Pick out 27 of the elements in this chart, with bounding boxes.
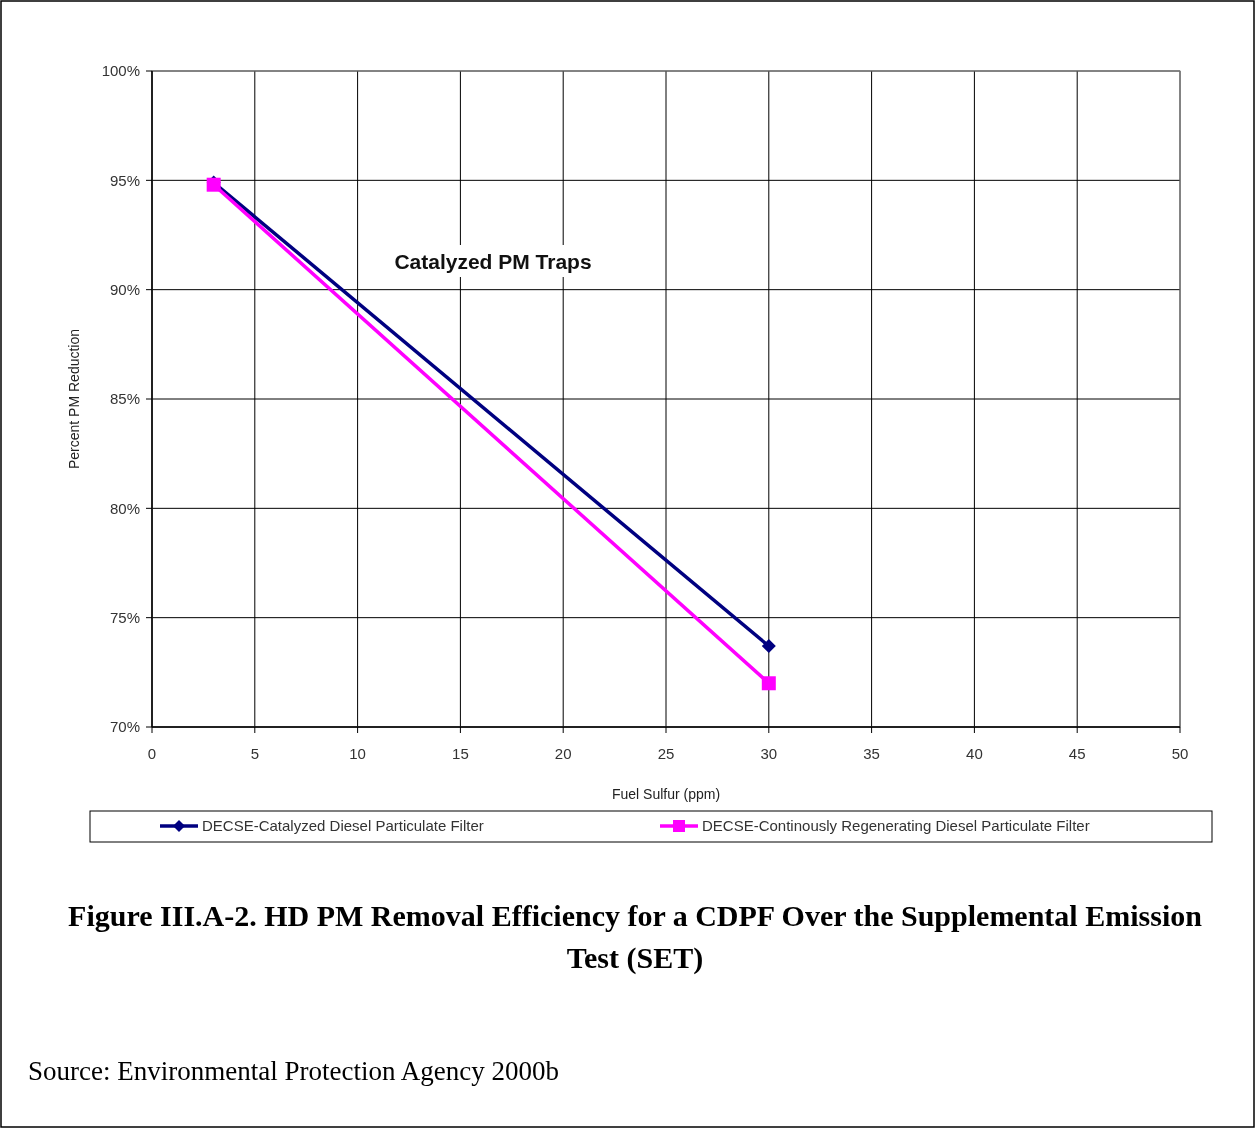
y-tick-label: 85% — [109, 390, 140, 408]
y-axis-title: Percent PM Reduction — [66, 328, 82, 470]
y-tick-label: 70% — [109, 718, 140, 736]
point — [761, 639, 776, 654]
x-tick-label: 30 — [760, 745, 778, 762]
source-note: Source: Environmental Protection Agency 2000b — [28, 1056, 559, 1086]
y-tick-label: 75% — [109, 608, 140, 626]
x-tick-label: 40 — [966, 745, 983, 762]
y-tick-label: 95% — [109, 171, 140, 189]
text: Figure III.A-2. HD PM Removal Efficiency for a CDPF Over the Supplemental Emission Test (SET) — [67, 898, 1203, 976]
x-tick-label: 20 — [554, 745, 572, 762]
y-tick-label: 80% — [109, 499, 140, 517]
x-tick-label: 50 — [1171, 745, 1189, 762]
legend-label: DECSE-Catalyzed Diesel Particulate Filter — [202, 817, 484, 835]
x-tick-label: 25 — [657, 745, 675, 762]
legend-label: DECSE-Continously Regenerating Diesel Particulate Filter — [702, 817, 1090, 835]
y-tick-label: 90% — [109, 280, 140, 298]
x-tick-label: 10 — [349, 745, 366, 762]
x-axis-title: Fuel Sulfur (ppm) — [611, 786, 721, 802]
point — [761, 676, 776, 691]
y-tick-label: 100% — [101, 62, 140, 80]
x-tick-label: 15 — [452, 745, 469, 762]
x-tick-label: 0 — [147, 745, 157, 762]
x-tick-label: 35 — [863, 745, 880, 762]
x-tick-label: 45 — [1068, 745, 1086, 762]
x-tick-label: 5 — [250, 745, 259, 762]
annotation: Catalyzed PM Traps — [394, 250, 592, 274]
